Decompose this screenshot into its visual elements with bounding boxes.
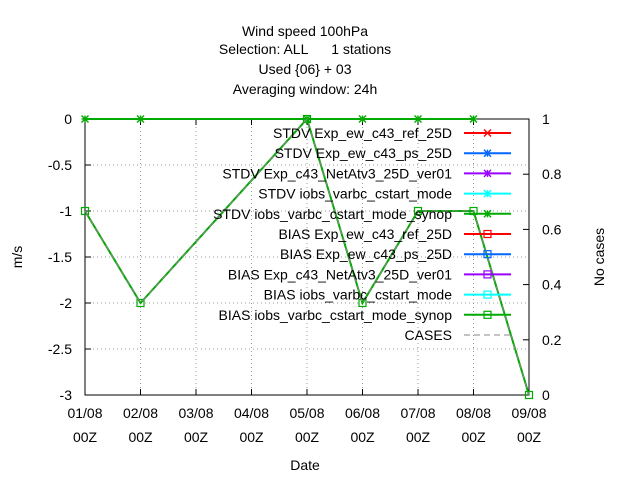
legend-marker xyxy=(483,209,492,218)
data-point xyxy=(302,114,312,124)
x-tick-label: 00Z xyxy=(128,429,153,445)
data-point xyxy=(358,298,367,308)
data-point xyxy=(81,115,89,123)
legend-marker xyxy=(483,270,492,279)
data-point xyxy=(414,115,422,123)
y2-tick-label: 0.8 xyxy=(542,166,562,182)
legend-marker xyxy=(483,149,492,158)
y2-tick-label: 1 xyxy=(542,111,550,127)
title-line-2: Selection: ALL 1 stations xyxy=(219,41,391,57)
legend-label: BIAS Exp_c43_NetAtv3_25D_ver01 xyxy=(228,266,452,282)
y2-tick-label: 0.6 xyxy=(542,221,562,237)
legend-marker xyxy=(483,310,492,319)
x-tick-label: 00Z xyxy=(239,429,264,445)
legend-label: BIAS Exp_ew_c43_ref_25D xyxy=(278,226,452,242)
x-tick-label: 00Z xyxy=(184,429,209,445)
x-tick-label: 02/08 xyxy=(123,405,158,421)
x-tick-label: 00Z xyxy=(350,429,375,445)
legend-marker xyxy=(483,169,492,178)
y2-tick-label: 0 xyxy=(542,387,550,403)
data-point xyxy=(358,115,367,123)
legend-label: BIAS Exp_ew_c43_ps_25D xyxy=(280,246,452,262)
x-tick-label: 08/08 xyxy=(456,405,491,421)
x-tick-label: 01/08 xyxy=(67,405,102,421)
legend-marker xyxy=(483,129,492,137)
legend-marker xyxy=(483,290,492,299)
y-tick-label: -0.5 xyxy=(48,157,72,173)
y-tick-label: -1 xyxy=(60,203,73,219)
legend-label: STDV Exp_ew_c43_ref_25D xyxy=(273,125,452,141)
x-tick-label: 07/08 xyxy=(400,405,435,421)
x-tick-label: 03/08 xyxy=(178,405,213,421)
x-tick-label: 00Z xyxy=(517,429,542,445)
series-line-10 xyxy=(84,118,530,396)
legend-label: STDV Exp_c43_NetAtv3_25D_ver01 xyxy=(222,165,452,181)
data-point xyxy=(136,298,145,308)
x-tick-label: 00Z xyxy=(295,429,320,445)
y2-tick-label: 0.4 xyxy=(542,277,562,293)
data-point xyxy=(80,206,90,216)
legend-marker xyxy=(483,229,492,239)
x-tick-label: 05/08 xyxy=(289,405,324,421)
x-tick-label: 04/08 xyxy=(234,405,269,421)
chart-title: Wind speed 100hPa Selection: ALL 1 stati… xyxy=(219,23,391,97)
x-tick-label: 09/08 xyxy=(511,405,546,421)
y-tick-label: -2.5 xyxy=(48,341,72,357)
y-tick-label: 0 xyxy=(64,111,72,127)
y-tick-label: -2 xyxy=(60,295,73,311)
y-tick-label: -1.5 xyxy=(48,249,72,265)
legend-label: BIAS iobs_varbc_cstart_mode_synop xyxy=(219,307,453,323)
title-line-3: Used {06} + 03 xyxy=(258,61,351,77)
series-group xyxy=(80,114,534,400)
legend-marker xyxy=(483,189,492,198)
x-tick-label: 00Z xyxy=(406,429,431,445)
title-line-4: Averaging window: 24h xyxy=(233,81,378,97)
x-tick-label: 06/08 xyxy=(345,405,380,421)
x-tick-label: 00Z xyxy=(461,429,486,445)
data-point xyxy=(136,115,145,123)
x-axis-label: Date xyxy=(290,457,320,473)
legend-label: CASES xyxy=(405,327,452,343)
y-tick-label: -3 xyxy=(60,387,73,403)
y2-tick-label: 0.2 xyxy=(542,332,562,348)
legend-label: BIAS iobs_varbc_cstart_mode xyxy=(264,287,453,303)
legend-label: STDV iobs_varbc_cstart_mode_synop xyxy=(213,206,452,222)
y-axis-label: m/s xyxy=(9,246,25,269)
x-tick-label: 00Z xyxy=(73,429,98,445)
title-line-1: Wind speed 100hPa xyxy=(242,23,368,39)
ticks: 01/08 00Z 02/08 00Z 03/08 00Z 04/08 00Z 05/08 00Z… xyxy=(48,111,562,445)
data-point xyxy=(469,115,478,123)
data-point xyxy=(413,206,423,216)
data-point xyxy=(524,390,534,400)
legend-label: STDV Exp_ew_c43_ps_25D xyxy=(275,145,452,161)
legend-label: STDV iobs_varbc_cstart_mode xyxy=(258,186,452,202)
y2-axis-label: No cases xyxy=(591,228,607,286)
legend: STDV Exp_ew_c43_ref_25D STDV Exp_ew_c43_p… xyxy=(213,125,511,343)
legend-marker xyxy=(483,250,492,259)
